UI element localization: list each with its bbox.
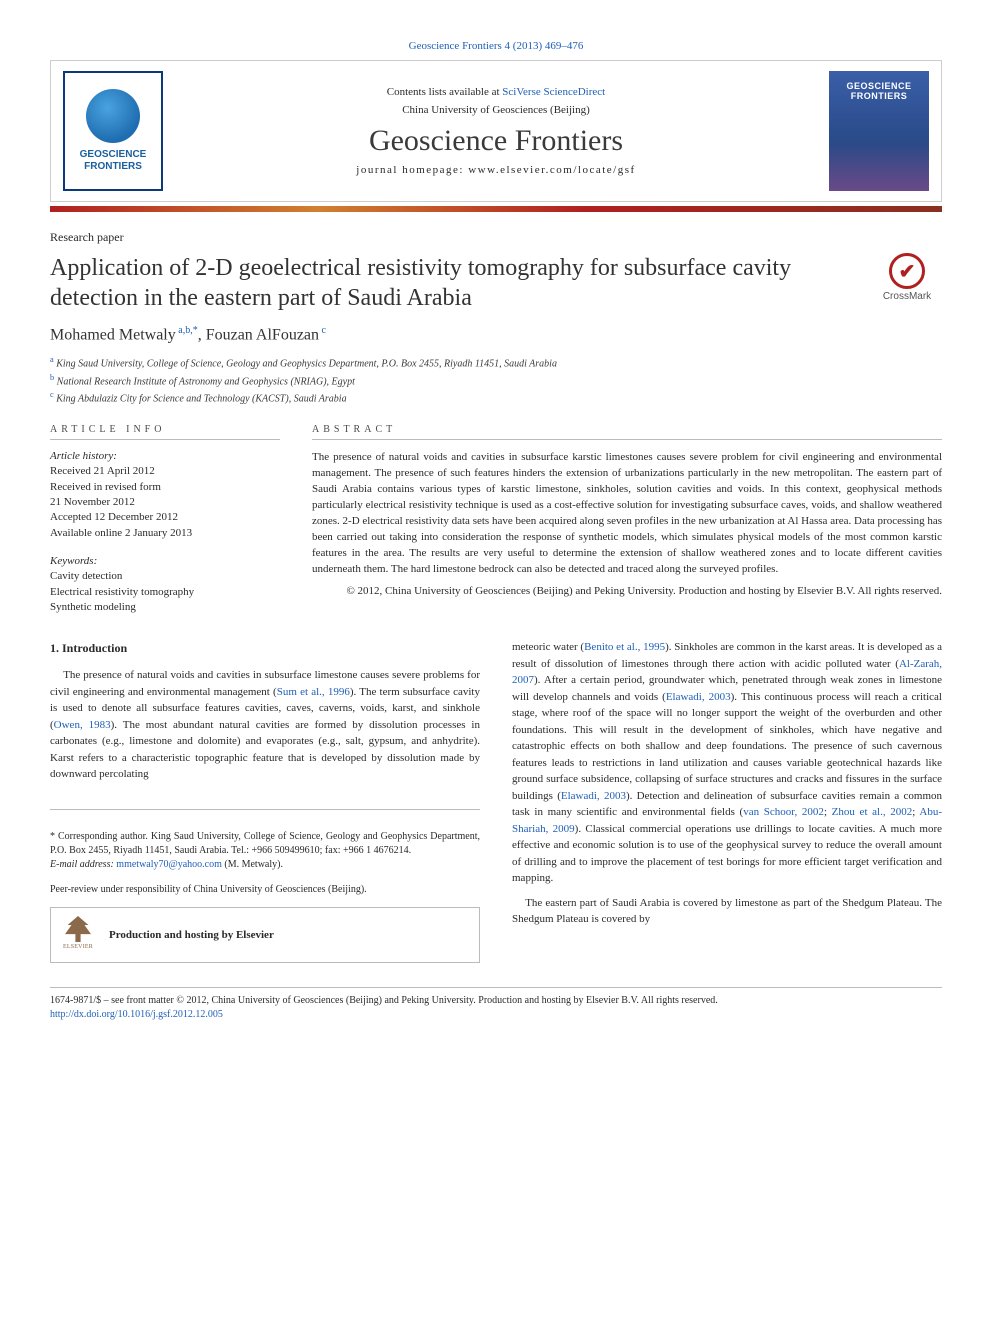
production-hosting-box: ELSEVIER Production and hosting by Elsev… bbox=[50, 907, 480, 963]
journal-header: GEOSCIENCE FRONTIERS Contents lists avai… bbox=[50, 60, 942, 202]
ref-link[interactable]: Elawadi, 2003 bbox=[666, 691, 731, 703]
crossmark-label: CrossMark bbox=[883, 291, 931, 302]
journal-homepage: journal homepage: www.elsevier.com/locat… bbox=[163, 164, 829, 176]
ref-link[interactable]: Benito et al., 1995 bbox=[584, 641, 665, 653]
university-line: China University of Geosciences (Beijing… bbox=[163, 104, 829, 116]
cover-line1: GEOSCIENCE bbox=[846, 81, 911, 91]
affiliations-block: a King Saud University, College of Scien… bbox=[50, 354, 942, 406]
ref-link[interactable]: Owen, 1983 bbox=[54, 719, 111, 731]
info-abstract-row: ARTICLE INFO Article history: Received 2… bbox=[50, 424, 942, 615]
history-item: Received in revised form bbox=[50, 480, 280, 495]
email-link[interactable]: mmetwaly70@yahoo.com bbox=[116, 859, 222, 870]
check-icon: ✔ bbox=[899, 259, 916, 284]
info-rule bbox=[50, 439, 280, 440]
author-sup: c bbox=[319, 325, 326, 336]
affiliation-line: b National Research Institute of Astrono… bbox=[50, 372, 942, 389]
cover-text: GEOSCIENCE FRONTIERS bbox=[846, 81, 911, 101]
color-accent-bar bbox=[50, 206, 942, 212]
title-row: Application of 2-D geoelectrical resisti… bbox=[50, 253, 942, 325]
intro-heading: 1. Introduction bbox=[50, 639, 480, 657]
top-citation: Geoscience Frontiers 4 (2013) 469–476 bbox=[50, 40, 942, 52]
globe-icon bbox=[86, 89, 140, 143]
email-suffix: (M. Metwaly). bbox=[222, 859, 283, 870]
footer-text: 1674-9871/$ – see front matter © 2012, C… bbox=[50, 994, 942, 1022]
corresponding-author-block: * Corresponding author. King Saud Univer… bbox=[50, 830, 480, 872]
header-center: Contents lists available at SciVerse Sci… bbox=[163, 86, 829, 176]
abstract-heading: ABSTRACT bbox=[312, 424, 942, 435]
intro-para-1: The presence of natural voids and caviti… bbox=[50, 667, 480, 783]
affiliation-line: a King Saud University, College of Scien… bbox=[50, 354, 942, 371]
elsevier-label: ELSEVIER bbox=[63, 943, 93, 952]
history-item: Received 21 April 2012 bbox=[50, 464, 280, 479]
authors-line: Mohamed Metwaly a,b,*, Fouzan AlFouzan c bbox=[50, 325, 942, 344]
tree-icon bbox=[65, 916, 91, 942]
article-info-col: ARTICLE INFO Article history: Received 2… bbox=[50, 424, 280, 615]
abstract-col: ABSTRACT The presence of natural voids a… bbox=[312, 424, 942, 615]
article-title: Application of 2-D geoelectrical resisti… bbox=[50, 253, 860, 313]
production-text: Production and hosting by Elsevier bbox=[109, 927, 274, 944]
article-info-heading: ARTICLE INFO bbox=[50, 424, 280, 435]
footnote-rule bbox=[50, 809, 480, 810]
ref-link[interactable]: Al-Zarah, 2007 bbox=[512, 658, 942, 687]
body-col-left: 1. Introduction The presence of natural … bbox=[50, 639, 480, 963]
logo-left-text: GEOSCIENCE FRONTIERS bbox=[80, 149, 147, 173]
logo-left-line1: GEOSCIENCE bbox=[80, 149, 147, 160]
journal-logo-left: GEOSCIENCE FRONTIERS bbox=[63, 71, 163, 191]
doi-link[interactable]: http://dx.doi.org/10.1016/j.gsf.2012.12.… bbox=[50, 1009, 223, 1020]
crossmark-icon: ✔ bbox=[889, 253, 925, 289]
col2-para-2: The eastern part of Saudi Arabia is cove… bbox=[512, 895, 942, 928]
ref-link[interactable]: Sum et al., 1996 bbox=[277, 686, 350, 698]
citation-link[interactable]: Geoscience Frontiers 4 (2013) 469–476 bbox=[409, 40, 584, 52]
page-container: Geoscience Frontiers 4 (2013) 469–476 GE… bbox=[0, 0, 992, 1062]
journal-cover-thumb: GEOSCIENCE FRONTIERS bbox=[829, 71, 929, 191]
peer-review-line: Peer-review under responsibility of Chin… bbox=[50, 882, 480, 897]
body-col-right: meteoric water (Benito et al., 1995). Si… bbox=[512, 639, 942, 963]
email-label: E-mail address: bbox=[50, 859, 116, 870]
crossmark-badge[interactable]: ✔ CrossMark bbox=[872, 253, 942, 302]
keyword-item: Cavity detection bbox=[50, 569, 280, 584]
journal-title: Geoscience Frontiers bbox=[163, 124, 829, 158]
affiliation-line: c King Abdulaziz City for Science and Te… bbox=[50, 389, 942, 406]
author-sup: a,b,* bbox=[176, 325, 198, 336]
history-label: Article history: bbox=[50, 450, 280, 462]
col2-para-1: meteoric water (Benito et al., 1995). Si… bbox=[512, 639, 942, 887]
elsevier-logo: ELSEVIER bbox=[61, 916, 95, 954]
footer-rule bbox=[50, 987, 942, 988]
contents-prefix: Contents lists available at bbox=[387, 86, 502, 98]
footer-block: 1674-9871/$ – see front matter © 2012, C… bbox=[50, 987, 942, 1022]
ref-link[interactable]: Zhou et al., 2002 bbox=[832, 806, 913, 818]
sciencedirect-link[interactable]: SciVerse ScienceDirect bbox=[502, 86, 605, 98]
keywords-list: Cavity detectionElectrical resistivity t… bbox=[50, 569, 280, 615]
footer-line1: 1674-9871/$ – see front matter © 2012, C… bbox=[50, 995, 718, 1006]
paper-type: Research paper bbox=[50, 230, 942, 245]
copyright-line: © 2012, China University of Geosciences … bbox=[312, 584, 942, 600]
corr-text: Corresponding author. King Saud Universi… bbox=[50, 831, 480, 856]
keyword-item: Electrical resistivity tomography bbox=[50, 585, 280, 600]
cover-line2: FRONTIERS bbox=[851, 91, 908, 101]
keyword-item: Synthetic modeling bbox=[50, 600, 280, 615]
history-item: Available online 2 January 2013 bbox=[50, 526, 280, 541]
history-item: 21 November 2012 bbox=[50, 495, 280, 510]
ref-link[interactable]: van Schoor, 2002 bbox=[743, 806, 824, 818]
body-columns: 1. Introduction The presence of natural … bbox=[50, 639, 942, 963]
keywords-label: Keywords: bbox=[50, 555, 280, 567]
abstract-text: The presence of natural voids and caviti… bbox=[312, 450, 942, 578]
ref-link[interactable]: Elawadi, 2003 bbox=[561, 790, 626, 802]
history-list: Received 21 April 2012Received in revise… bbox=[50, 464, 280, 541]
contents-line: Contents lists available at SciVerse Sci… bbox=[163, 86, 829, 98]
abstract-rule bbox=[312, 439, 942, 440]
history-item: Accepted 12 December 2012 bbox=[50, 510, 280, 525]
logo-left-line2: FRONTIERS bbox=[84, 161, 142, 172]
